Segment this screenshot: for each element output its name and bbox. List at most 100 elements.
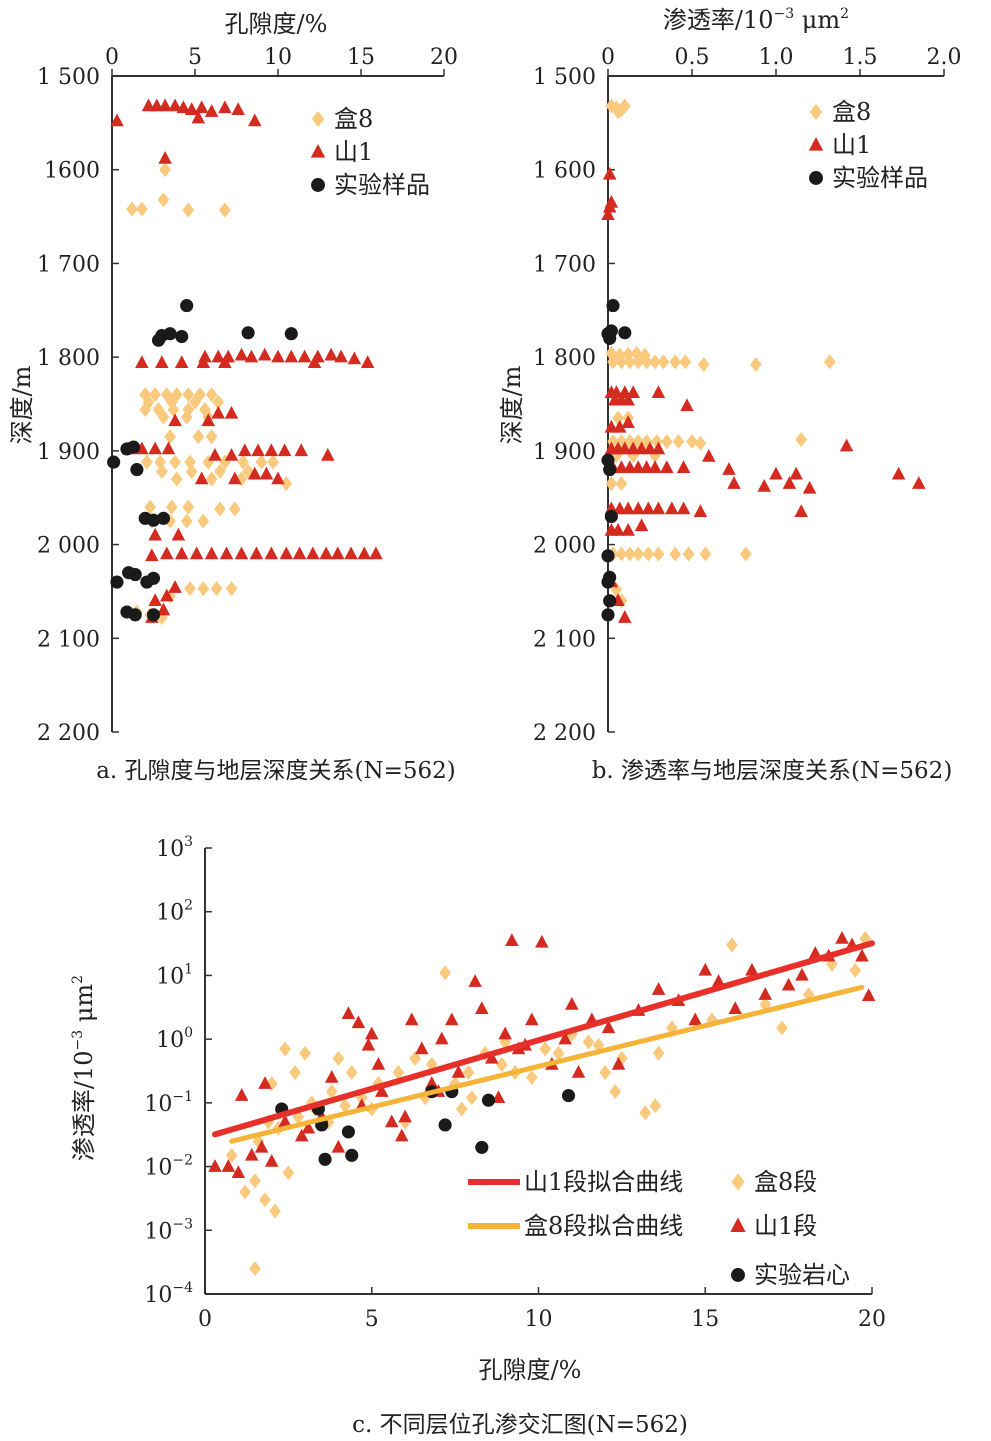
b-point-triangle: [651, 501, 666, 515]
panel-c-xlabel: 孔隙度/%: [479, 1356, 582, 1384]
b-legend-diamond-icon: [809, 104, 823, 120]
c-point-diamond: [525, 1070, 538, 1086]
b-point-triangle: [769, 466, 783, 480]
a-point-diamond: [205, 387, 218, 403]
c-point-triangle: [781, 977, 796, 991]
b-point-diamond: [615, 546, 628, 562]
a-point-triangle: [259, 466, 274, 480]
a-point-triangle: [249, 546, 264, 560]
a-x-tick-label: 20: [430, 45, 458, 70]
a-point-triangle: [148, 527, 162, 541]
b-point-circle: [606, 299, 620, 313]
a-point-diamond: [139, 402, 152, 418]
b-point-diamond: [694, 435, 707, 451]
c-point-triangle: [611, 1056, 626, 1070]
b-point-circle: [603, 594, 617, 608]
b-point-triangle: [651, 441, 666, 455]
b-point-triangle: [613, 419, 627, 433]
c-point-diamond: [249, 1261, 261, 1277]
a-point-triangle: [208, 448, 222, 461]
c-point-triangle: [445, 1012, 459, 1026]
c-point-triangle: [415, 1041, 429, 1055]
a-point-diamond: [126, 201, 138, 217]
b-point-triangle: [604, 195, 619, 208]
c-x-tick-label: 10: [525, 1307, 553, 1332]
a-y-tick-label: 2 200: [37, 721, 100, 746]
a-point-triangle: [324, 347, 338, 361]
b-point-diamond: [610, 582, 623, 598]
c-point-triangle: [425, 1076, 439, 1089]
c-legend-sample-label: 实验岩心: [754, 1261, 850, 1289]
b-point-circle: [603, 463, 617, 477]
c-x-tick-label: 15: [691, 1307, 719, 1332]
c-point-triangle: [758, 987, 773, 1000]
a-point-diamond: [180, 409, 193, 425]
a-point-triangle: [156, 602, 171, 616]
a-point-circle: [284, 327, 298, 341]
a-point-triangle: [321, 448, 335, 461]
c-point-diamond: [269, 1203, 281, 1219]
b-point-triangle: [782, 476, 797, 489]
panel-b-caption: b. 渗透率与地层深度关系(N=562): [592, 758, 953, 784]
a-point-triangle: [234, 546, 249, 560]
a-point-triangle: [248, 113, 262, 127]
a-point-triangle: [204, 546, 219, 560]
a-point-triangle: [271, 349, 285, 363]
c-y-tick-label: 102: [156, 898, 193, 926]
c-point-triangle: [468, 974, 482, 987]
c-point-triangle: [361, 1037, 376, 1051]
a-point-diamond: [167, 402, 180, 418]
a-point-diamond: [205, 471, 218, 487]
a-point-circle: [146, 513, 161, 527]
a-point-triangle: [244, 349, 259, 363]
b-point-triangle: [660, 460, 674, 473]
c-point-diamond: [409, 1050, 421, 1066]
a-point-circle: [151, 333, 166, 347]
b-point-triangle: [651, 385, 666, 399]
b-point-diamond: [652, 546, 665, 562]
c-point-triangle: [711, 974, 726, 987]
c-y-tick-label: 101: [156, 961, 193, 989]
c-y-tick-label: 100: [156, 1025, 193, 1053]
a-point-triangle: [231, 102, 245, 115]
b-y-tick-label: 1 500: [533, 65, 596, 90]
b-y-tick-label: 1 900: [533, 440, 596, 465]
a-point-diamond: [219, 202, 231, 218]
b-point-triangle: [611, 523, 625, 536]
b-x-tick-label: 0.5: [675, 45, 710, 70]
a-point-triangle: [271, 471, 285, 485]
c-point-circle: [438, 1118, 452, 1132]
c-legend-fit-he8-label: 盒8段拟合曲线: [524, 1212, 683, 1240]
a-point-triangle: [191, 110, 206, 124]
b-y-tick-label: 2 200: [533, 721, 596, 746]
c-point-diamond: [339, 1098, 351, 1114]
a-point-triangle: [211, 405, 225, 419]
b-point-circle: [604, 509, 618, 524]
c-legend-he8-icon: [731, 1173, 745, 1191]
a-legend-circle-icon: [311, 178, 325, 192]
c-point-circle: [561, 1089, 576, 1103]
c-point-triangle: [475, 1001, 489, 1014]
c-point-triangle: [221, 1159, 236, 1172]
b-point-diamond: [632, 433, 645, 449]
c-point-triangle: [331, 1139, 346, 1153]
a-point-diamond: [280, 476, 293, 492]
a-point-diamond: [157, 192, 170, 208]
a-point-triangle: [279, 546, 294, 560]
c-x-tick-label: 20: [858, 1307, 886, 1332]
c-point-diamond: [282, 1165, 295, 1181]
a-point-triangle: [277, 443, 292, 457]
c-point-triangle: [535, 934, 549, 948]
b-point-diamond: [623, 546, 636, 562]
a-point-diamond: [180, 513, 193, 529]
b-point-circle: [601, 608, 615, 622]
c-point-triangle: [324, 1070, 339, 1083]
c-point-diamond: [249, 1173, 261, 1189]
c-point-diamond: [726, 937, 738, 953]
panel-c-porosity-permeability: 渗透率/10−3 μm2 孔隙度/% 0 5 10 15 20 10−4 10−3 10−2 1…: [70, 834, 886, 1438]
a-legend-label: 盒8: [334, 105, 373, 133]
b-point-diamond: [605, 476, 618, 492]
a-point-diamond: [210, 581, 223, 597]
b-point-triangle: [676, 501, 691, 515]
c-legend-shan1-label: 山1段: [754, 1212, 817, 1240]
